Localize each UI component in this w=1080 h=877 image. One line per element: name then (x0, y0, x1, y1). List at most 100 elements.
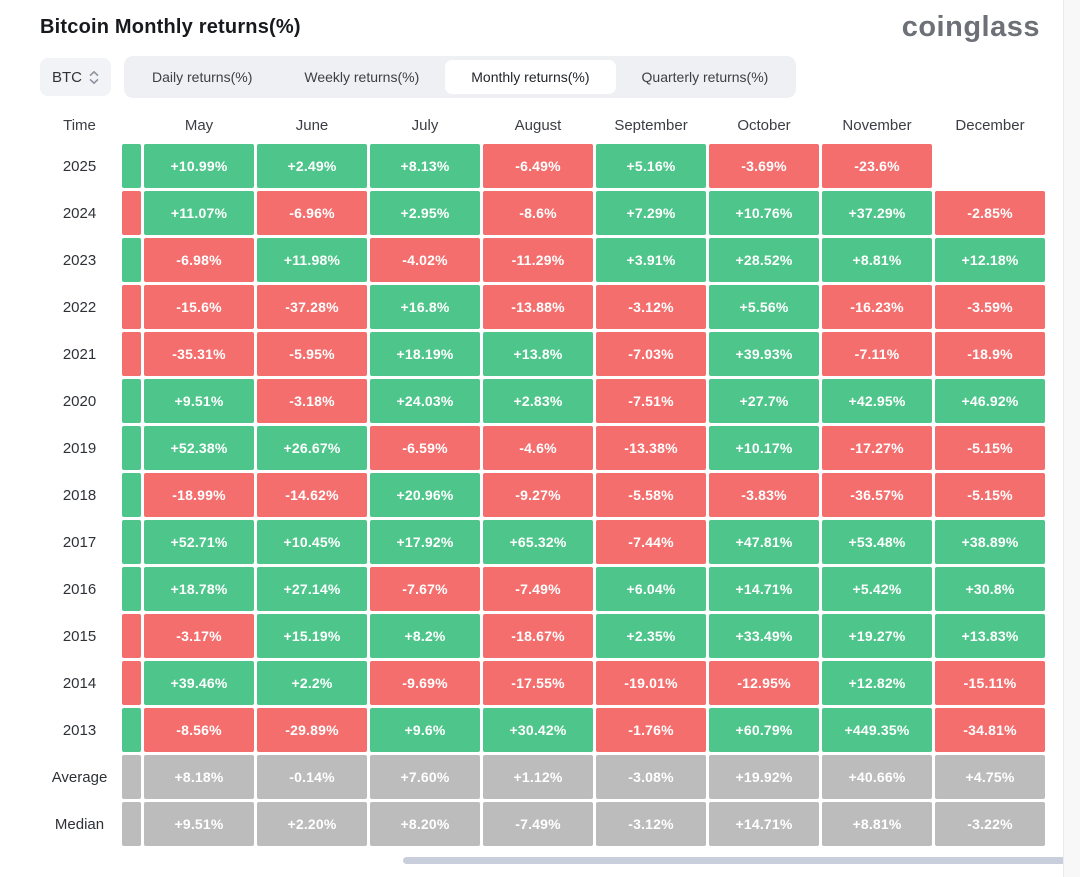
return-cell: +10.17% (709, 426, 819, 470)
column-header-may: May (184, 117, 214, 134)
return-cell: +65.32% (483, 520, 593, 564)
return-cell: -18.99% (144, 473, 254, 517)
return-cell: -0.14% (257, 755, 367, 799)
return-cell: -14.62% (257, 473, 367, 517)
return-cell: -7.49% (483, 802, 593, 846)
horizontal-scrollbar-thumb[interactable] (403, 857, 1072, 864)
tab-quarterly-returns[interactable]: Quarterly returns(%) (641, 69, 769, 85)
symbol-select-value: BTC (52, 68, 82, 86)
return-cell: -23.6% (822, 144, 932, 188)
column-header-november: November (842, 117, 912, 134)
return-cell: +10.99% (144, 144, 254, 188)
return-cell: -8.56% (144, 708, 254, 752)
return-cell: -12.95% (709, 661, 819, 705)
coinglass-logo[interactable]: coinglass (901, 11, 1040, 43)
return-cell: -6.98% (144, 238, 254, 282)
column-header-september: September (614, 117, 688, 134)
return-cell: -4.6% (483, 426, 593, 470)
partial-prev-month-cell (122, 473, 141, 517)
return-cell: -5.15% (935, 426, 1045, 470)
return-cell: -3.69% (709, 144, 819, 188)
table-row: 2021 -35.31% -5.95% +18.19% +13.8% -7.03% +39.… (40, 332, 1080, 376)
row-label: Average (51, 768, 108, 786)
return-cell: -35.31% (144, 332, 254, 376)
partial-prev-month-cell (122, 567, 141, 611)
return-cell: -13.88% (483, 285, 593, 329)
return-cell: -7.49% (483, 567, 593, 611)
row-label: 2022 (62, 298, 97, 316)
return-cell: +19.27% (822, 614, 932, 658)
table-row: 2018 -18.99% -14.62% +20.96% -9.27% -5.58% -3.… (40, 473, 1080, 517)
return-cell: +5.56% (709, 285, 819, 329)
return-cell: +37.29% (822, 191, 932, 235)
table-body: 2025 +10.99% +2.49% +8.13% -6.49% +5.16% -3.69… (40, 144, 1080, 846)
return-cell: +24.03% (370, 379, 480, 423)
return-cell: -17.27% (822, 426, 932, 470)
row-label: 2017 (62, 533, 97, 551)
return-cell: +47.81% (709, 520, 819, 564)
partial-prev-month-cell (122, 144, 141, 188)
return-cell: +17.92% (370, 520, 480, 564)
return-cell: +2.35% (596, 614, 706, 658)
table-row: 2020 +9.51% -3.18% +24.03% +2.83% -7.51% +27.7… (40, 379, 1080, 423)
return-cell: +30.8% (935, 567, 1045, 611)
toolbar: BTC Daily returns(%) Weekly returns(%) Mon… (40, 56, 1080, 98)
return-cell: +46.92% (935, 379, 1045, 423)
row-label: 2013 (62, 721, 97, 739)
return-cell: +38.89% (935, 520, 1045, 564)
vertical-scrollbar-track[interactable] (1063, 0, 1080, 877)
return-cell: +13.83% (935, 614, 1045, 658)
return-cell: -11.29% (483, 238, 593, 282)
return-cell: -7.03% (596, 332, 706, 376)
return-cell: +42.95% (822, 379, 932, 423)
tab-daily-returns[interactable]: Daily returns(%) (152, 69, 253, 85)
table-row: 2017 +52.71% +10.45% +17.92% +65.32% -7.44% +4… (40, 520, 1080, 564)
return-cell: -6.96% (257, 191, 367, 235)
return-cell: -5.15% (935, 473, 1045, 517)
return-cell: +2.95% (370, 191, 480, 235)
row-label: 2021 (62, 345, 97, 363)
return-cell: +14.71% (709, 802, 819, 846)
row-label: 2024 (62, 204, 97, 222)
return-cell: -5.95% (257, 332, 367, 376)
return-cell: +20.96% (370, 473, 480, 517)
partial-prev-month-cell (122, 285, 141, 329)
return-cell: -18.67% (483, 614, 593, 658)
symbol-select[interactable]: BTC (40, 58, 111, 96)
table-row: 2023 -6.98% +11.98% -4.02% -11.29% +3.91% +28.… (40, 238, 1080, 282)
partial-prev-month-cell (122, 238, 141, 282)
return-cell: +8.81% (822, 238, 932, 282)
return-cell: +28.52% (709, 238, 819, 282)
return-cell: +11.07% (144, 191, 254, 235)
partial-prev-month-cell (122, 191, 141, 235)
tab-monthly-returns[interactable]: Monthly returns(%) (445, 60, 616, 94)
row-label: 2014 (62, 674, 97, 692)
return-cell: -13.38% (596, 426, 706, 470)
return-cell: +9.51% (144, 379, 254, 423)
table-row: 2022 -15.6% -37.28% +16.8% -13.88% -3.12% +5.5… (40, 285, 1080, 329)
table-row: 2024 +11.07% -6.96% +2.95% -8.6% +7.29% +10.76… (40, 191, 1080, 235)
return-cell: -7.44% (596, 520, 706, 564)
table-row: 2016 +18.78% +27.14% -7.67% -7.49% +6.04% +14.… (40, 567, 1080, 611)
column-header-december: December (955, 117, 1025, 134)
return-cell: +27.7% (709, 379, 819, 423)
return-cell: +52.71% (144, 520, 254, 564)
return-cell: -18.9% (935, 332, 1045, 376)
return-cell: -7.11% (822, 332, 932, 376)
return-cell: -3.17% (144, 614, 254, 658)
return-cell: +19.92% (709, 755, 819, 799)
page-title: Bitcoin Monthly returns(%) (40, 16, 301, 38)
row-label: 2015 (62, 627, 97, 645)
return-cell: -3.08% (596, 755, 706, 799)
return-cell: +16.8% (370, 285, 480, 329)
tab-weekly-returns[interactable]: Weekly returns(%) (304, 69, 420, 85)
table-row: 2015 -3.17% +15.19% +8.2% -18.67% +2.35% +33.4… (40, 614, 1080, 658)
return-cell: +30.42% (483, 708, 593, 752)
row-label: 2020 (62, 392, 97, 410)
return-cell: +10.45% (257, 520, 367, 564)
return-cell: +12.18% (935, 238, 1045, 282)
return-cell: +52.38% (144, 426, 254, 470)
return-cell: -7.51% (596, 379, 706, 423)
partial-prev-month-cell (122, 520, 141, 564)
table-header-row: Time May June July August September October Nov… (40, 108, 1080, 143)
